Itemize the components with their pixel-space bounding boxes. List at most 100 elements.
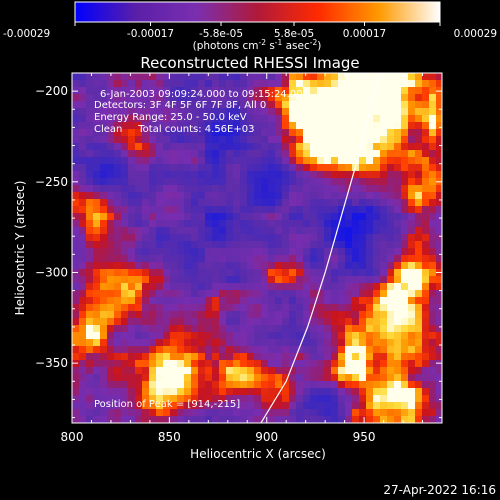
heatmap-cell — [324, 374, 332, 382]
heatmap-cell — [219, 360, 227, 368]
heatmap-cell — [422, 269, 430, 277]
heatmap-cell — [268, 227, 276, 235]
heatmap-cell — [114, 395, 122, 403]
heatmap-cell — [261, 164, 269, 172]
heatmap-cell — [429, 381, 437, 389]
heatmap-cell — [366, 409, 374, 417]
heatmap-cell — [72, 346, 80, 354]
heatmap-cell — [226, 374, 234, 382]
heatmap-cell — [156, 80, 164, 88]
heatmap-cell — [289, 416, 297, 423]
heatmap-cell — [331, 122, 339, 130]
heatmap-cell — [107, 164, 115, 172]
heatmap-cell — [191, 73, 199, 81]
heatmap-cell — [107, 332, 115, 340]
heatmap-cell — [191, 297, 199, 305]
heatmap-cell — [184, 402, 192, 410]
heatmap-cell — [121, 178, 129, 186]
heatmap-cell — [352, 220, 360, 228]
heatmap-cell — [317, 262, 325, 270]
heatmap-cell — [289, 353, 297, 361]
heatmap-cell — [338, 388, 346, 396]
heatmap-cell — [100, 409, 108, 417]
heatmap-cell — [359, 290, 367, 298]
heatmap-cell — [205, 311, 213, 319]
heatmap-cell — [275, 318, 283, 326]
heatmap-cell — [163, 395, 171, 403]
heatmap-cell — [205, 353, 213, 361]
heatmap-cell — [128, 255, 136, 263]
heatmap-cell — [394, 416, 402, 423]
heatmap-cell — [107, 213, 115, 221]
heatmap-cell — [261, 374, 269, 382]
heatmap-cell — [303, 227, 311, 235]
heatmap-cell — [156, 283, 164, 291]
heatmap-cell — [121, 185, 129, 193]
heatmap-cell — [359, 241, 367, 249]
heatmap-cell — [163, 178, 171, 186]
heatmap-cell — [380, 332, 388, 340]
heatmap-cell — [394, 101, 402, 109]
heatmap-cell — [317, 304, 325, 312]
heatmap-cell — [198, 388, 206, 396]
heatmap-cell — [135, 192, 143, 200]
heatmap-cell — [366, 122, 374, 130]
heatmap-cell — [317, 129, 325, 137]
heatmap-cell — [275, 367, 283, 375]
heatmap-cell — [156, 297, 164, 305]
heatmap-cell — [107, 374, 115, 382]
heatmap-cell — [401, 346, 409, 354]
heatmap-cell — [408, 101, 416, 109]
heatmap-cell — [317, 269, 325, 277]
heatmap-cell — [317, 318, 325, 326]
heatmap-cell — [163, 367, 171, 375]
heatmap-cell — [198, 360, 206, 368]
heatmap-cell — [324, 283, 332, 291]
heatmap-cell — [205, 87, 213, 95]
heatmap-cell — [149, 213, 157, 221]
heatmap-cell — [184, 290, 192, 298]
heatmap-cell — [170, 353, 178, 361]
heatmap-cell — [380, 87, 388, 95]
heatmap-cell — [310, 283, 318, 291]
heatmap-cell — [100, 94, 108, 102]
heatmap-cell — [142, 311, 150, 319]
heatmap-cell — [135, 178, 143, 186]
heatmap-cell — [100, 269, 108, 277]
heatmap-cell — [142, 87, 150, 95]
heatmap-cell — [247, 108, 255, 116]
heatmap-cell — [408, 171, 416, 179]
heatmap-cell — [303, 178, 311, 186]
heatmap-cell — [394, 192, 402, 200]
colorbar-tick-label: -0.00029 — [3, 28, 50, 40]
heatmap-cell — [366, 101, 374, 109]
heatmap-cell — [198, 129, 206, 137]
heatmap-cell — [191, 381, 199, 389]
heatmap-cell — [317, 339, 325, 347]
heatmap-cell — [345, 213, 353, 221]
heatmap-cell — [86, 248, 94, 256]
heatmap-cell — [345, 346, 353, 354]
heatmap-cell — [317, 178, 325, 186]
heatmap-cell — [149, 206, 157, 214]
heatmap-cell — [331, 87, 339, 95]
heatmap-cell — [72, 374, 80, 382]
heatmap-cell — [345, 115, 353, 123]
heatmap-cell — [212, 192, 220, 200]
heatmap-cell — [226, 234, 234, 242]
heatmap-cell — [289, 234, 297, 242]
heatmap-cell — [114, 255, 122, 263]
heatmap-cell — [93, 388, 101, 396]
heatmap-cell — [177, 73, 185, 81]
heatmap-cell — [366, 290, 374, 298]
heatmap-cell — [198, 122, 206, 130]
heatmap-cell — [415, 381, 423, 389]
heatmap-cell — [72, 150, 80, 158]
heatmap-cell — [142, 297, 150, 305]
heatmap-cell — [289, 122, 297, 130]
heatmap-cell — [324, 206, 332, 214]
heatmap-cell — [380, 402, 388, 410]
heatmap-cell — [177, 206, 185, 214]
heatmap-cell — [254, 318, 262, 326]
heatmap-cell — [198, 220, 206, 228]
